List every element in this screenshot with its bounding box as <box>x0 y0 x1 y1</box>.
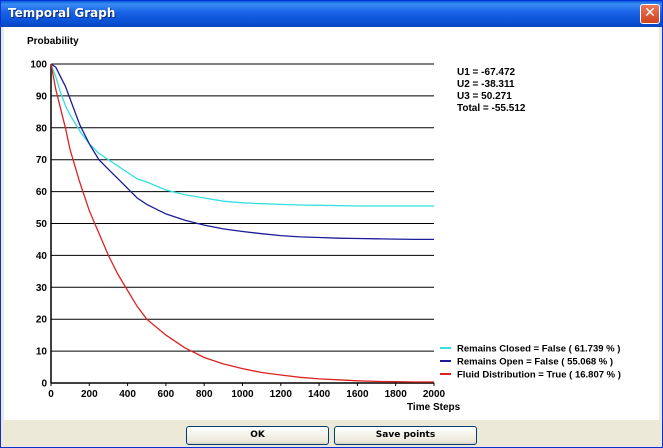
x-tick-label: 1000 <box>231 389 254 400</box>
save-points-button[interactable]: Save points <box>334 426 477 445</box>
title-bar[interactable]: Temporal Graph ✕ <box>1 1 662 27</box>
utility-line: U1 = -67.472 <box>457 67 516 78</box>
y-axis-label: Probability <box>27 36 79 47</box>
x-axis-label: Time Steps <box>407 402 461 413</box>
series-line-1 <box>50 63 434 207</box>
legend-entry: Fluid Distribution = True ( 16.807 % ) <box>457 370 621 381</box>
y-tick-label: 20 <box>36 315 48 326</box>
utility-line: U3 = 50.271 <box>457 91 512 102</box>
window-title: Temporal Graph <box>8 6 116 20</box>
x-tick-label: 1800 <box>385 389 408 400</box>
close-icon[interactable]: ✕ <box>640 4 660 24</box>
y-tick-label: 10 <box>36 347 48 358</box>
y-tick-label: 30 <box>36 283 48 294</box>
y-tick-label: 80 <box>36 123 48 134</box>
utility-line: Total = -55.512 <box>457 103 526 114</box>
x-tick-label: 400 <box>119 389 136 400</box>
legend-entry: Remains Closed = False ( 61.739 % ) <box>457 344 620 355</box>
y-tick-label: 60 <box>36 187 48 198</box>
legend-entry: Remains Open = False ( 55.068 % ) <box>457 357 613 368</box>
y-tick-label: 50 <box>36 219 48 230</box>
y-tick-label: 40 <box>36 251 48 262</box>
x-tick-label: 2000 <box>423 389 446 400</box>
x-tick-label: 1400 <box>308 389 331 400</box>
x-tick-label: 800 <box>196 389 213 400</box>
y-tick-label: 90 <box>36 91 48 102</box>
ok-button[interactable]: OK <box>186 426 329 445</box>
chart-panel: 0 10 20 30 40 50 60 70 80 90 100 0 200 400 600 800 1000 1… <box>4 27 659 420</box>
x-tick-label: 600 <box>158 389 175 400</box>
x-tick-label: 1200 <box>270 389 293 400</box>
series-line-3 <box>50 63 434 383</box>
y-tick-label: 0 <box>41 379 47 390</box>
utility-line: U2 = -38.311 <box>457 79 515 90</box>
x-tick-label: 200 <box>81 389 98 400</box>
x-tick-label: 0 <box>48 389 54 400</box>
series-line-2 <box>50 63 434 241</box>
y-tick-label: 70 <box>36 155 48 166</box>
y-tick-label: 100 <box>30 60 47 71</box>
x-tick-label: 1600 <box>346 389 369 400</box>
